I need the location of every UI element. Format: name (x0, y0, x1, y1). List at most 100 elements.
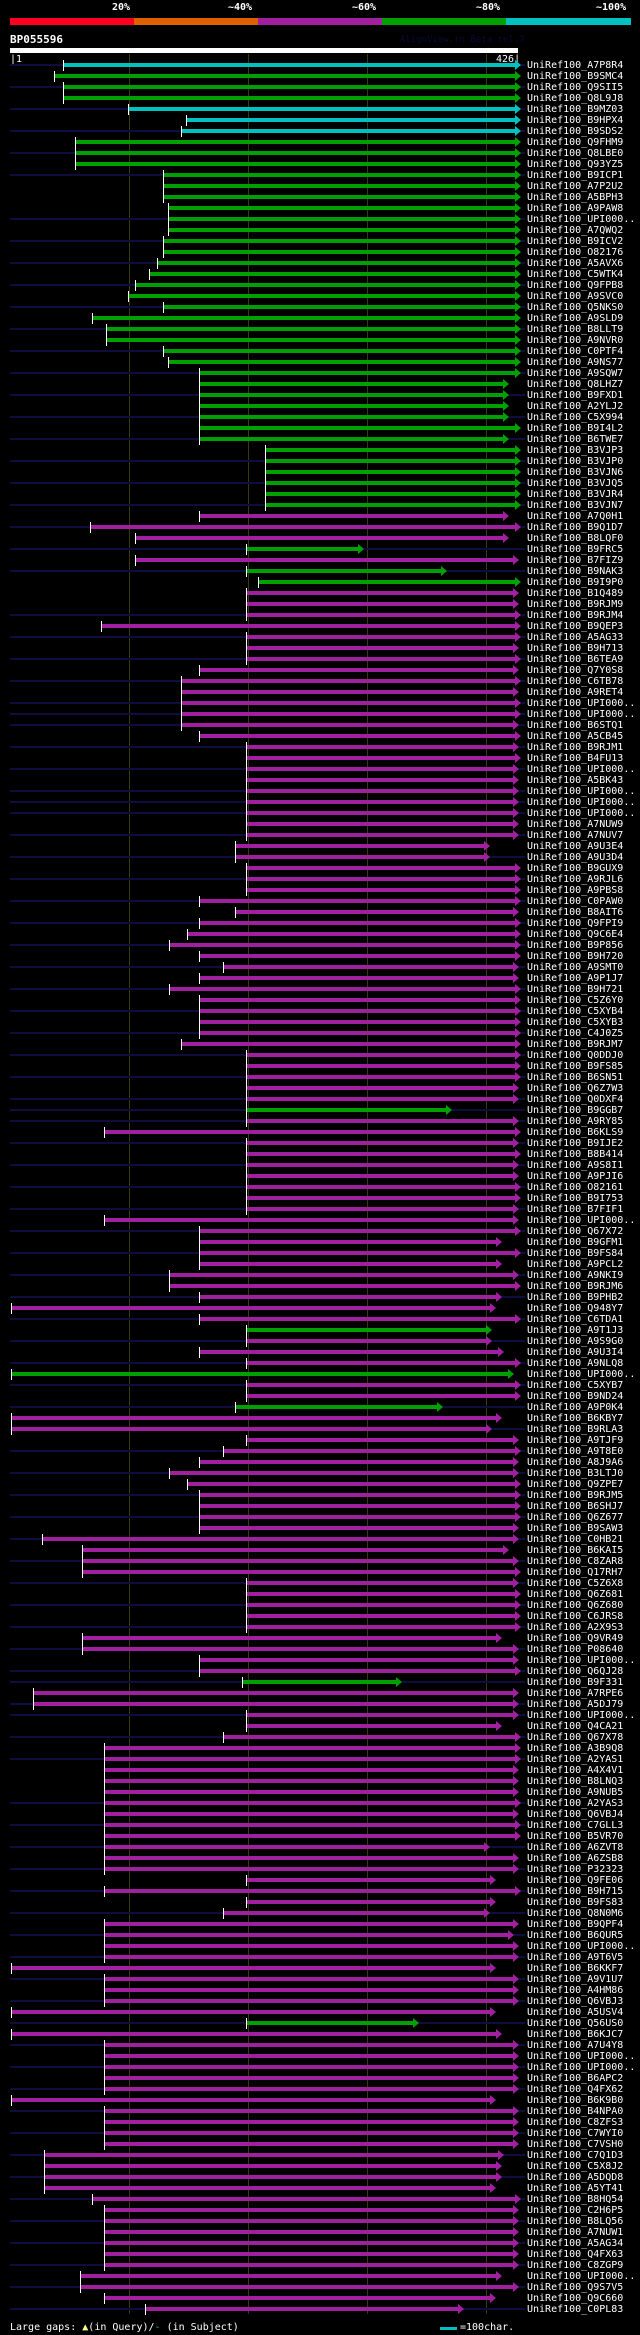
hit-label[interactable]: UniRef100_A5USV4 (527, 2007, 624, 2018)
alignment-row[interactable]: UniRef100_Q67X78 (0, 1732, 640, 1743)
hit-label[interactable]: UniRef100_A8J9A6 (527, 1457, 624, 1468)
hit-label[interactable]: UniRef100_O82176 (527, 247, 624, 258)
alignment-row[interactable]: UniRef100_A9SLD9 (0, 313, 640, 324)
alignment-row[interactable]: UniRef100_B9GFM1 (0, 1237, 640, 1248)
hit-label[interactable]: UniRef100_A9PJI6 (527, 1171, 624, 1182)
hit-label[interactable]: UniRef100_A7NUW9 (527, 819, 624, 830)
alignment-row[interactable]: UniRef100_Q9S7V5 (0, 2282, 640, 2293)
hit-label[interactable]: UniRef100_A7NUV7 (527, 830, 624, 841)
hit-bar[interactable] (163, 173, 515, 177)
hit-label[interactable]: UniRef100_A9RY85 (527, 1116, 624, 1127)
hit-label[interactable]: UniRef100_Q9ZPE7 (527, 1479, 624, 1490)
alignment-row[interactable]: UniRef100_B6TEA9 (0, 654, 640, 665)
alignment-row[interactable]: UniRef100_A9RET4 (0, 687, 640, 698)
alignment-row[interactable]: UniRef100_B9RJM9 (0, 599, 640, 610)
hit-label[interactable]: UniRef100_C8ZGP9 (527, 2260, 624, 2271)
alignment-row[interactable]: UniRef100_Q67X72 (0, 1226, 640, 1237)
hit-bar[interactable] (265, 448, 515, 452)
alignment-row[interactable]: UniRef100_B8B414 (0, 1149, 640, 1160)
hit-label[interactable]: UniRef100_Q6Z7W3 (527, 1083, 624, 1094)
hit-label[interactable]: UniRef100_A9U3D4 (527, 852, 624, 863)
hit-label[interactable]: UniRef100_A9U3E4 (527, 841, 624, 852)
hit-label[interactable]: UniRef100_Q6VBJ4 (527, 1809, 624, 1820)
alignment-row[interactable]: UniRef100_C5Z6Y0 (0, 995, 640, 1006)
hit-bar[interactable] (198, 1504, 515, 1508)
hit-label[interactable]: UniRef100_C7GLL3 (527, 1820, 624, 1831)
hit-label[interactable]: UniRef100_Q4FX63 (527, 2249, 624, 2260)
alignment-row[interactable]: UniRef100_B9GGB7 (0, 1105, 640, 1116)
hit-bar[interactable] (198, 393, 504, 397)
hit-bar[interactable] (103, 1999, 513, 2003)
hit-label[interactable]: UniRef100_Q5NKS0 (527, 302, 624, 313)
alignment-row[interactable]: UniRef100_UPI000.. (0, 797, 640, 808)
alignment-row[interactable]: UniRef100_B9FS84 (0, 1248, 640, 1259)
hit-bar[interactable] (11, 1306, 491, 1310)
hit-bar[interactable] (11, 1372, 508, 1376)
hit-label[interactable]: UniRef100_A7P8R4 (527, 60, 624, 71)
hit-label[interactable]: UniRef100_B4FU13 (527, 753, 624, 764)
hit-bar[interactable] (198, 1669, 515, 1673)
alignment-row[interactable]: UniRef100_A9NVR0 (0, 335, 640, 346)
hit-bar[interactable] (198, 954, 515, 958)
alignment-row[interactable]: UniRef100_A5DQD8 (0, 2172, 640, 2183)
hit-label[interactable]: UniRef100_B9HPX4 (527, 115, 624, 126)
hit-bar[interactable] (103, 1889, 515, 1893)
hit-label[interactable]: UniRef100_B7FIF1 (527, 1204, 624, 1215)
alignment-row[interactable]: UniRef100_Q9FPB8 (0, 280, 640, 291)
alignment-row[interactable]: UniRef100_Q8LBE0 (0, 148, 640, 159)
alignment-row[interactable]: UniRef100_B9NAK3 (0, 566, 640, 577)
hit-label[interactable]: UniRef100_B3VJR4 (527, 489, 624, 500)
alignment-row[interactable]: UniRef100_B6KAI5 (0, 1545, 640, 1556)
hit-bar[interactable] (198, 1317, 515, 1321)
alignment-row[interactable]: UniRef100_Q4CA21 (0, 1721, 640, 1732)
alignment-row[interactable]: UniRef100_O82161 (0, 1182, 640, 1193)
hit-bar[interactable] (11, 1416, 496, 1420)
hit-bar[interactable] (246, 1581, 513, 1585)
hit-label[interactable]: UniRef100_B6TWE7 (527, 434, 624, 445)
alignment-row[interactable]: UniRef100_C5XYB4 (0, 1006, 640, 1017)
hit-label[interactable]: UniRef100_B9MZ03 (527, 104, 624, 115)
hit-bar[interactable] (103, 2230, 513, 2234)
hit-bar[interactable] (246, 1592, 515, 1596)
hit-bar[interactable] (222, 1449, 515, 1453)
alignment-row[interactable]: UniRef100_B9SDS2 (0, 126, 640, 137)
alignment-row[interactable]: UniRef100_C8ZAR8 (0, 1556, 640, 1567)
alignment-row[interactable]: UniRef100_C5X8J2 (0, 2161, 640, 2172)
alignment-row[interactable]: UniRef100_B5VR70 (0, 1831, 640, 1842)
alignment-row[interactable]: UniRef100_A9PCL2 (0, 1259, 640, 1270)
alignment-row[interactable]: UniRef100_A7Q0H1 (0, 511, 640, 522)
hit-bar[interactable] (163, 349, 515, 353)
hit-bar[interactable] (198, 415, 504, 419)
hit-bar[interactable] (103, 1933, 508, 1937)
hit-bar[interactable] (44, 2186, 491, 2190)
hit-label[interactable]: UniRef100_A3B9Q8 (527, 1743, 624, 1754)
alignment-row[interactable]: UniRef100_Q8LHZ7 (0, 379, 640, 390)
hit-bar[interactable] (103, 2142, 513, 2146)
hit-bar[interactable] (103, 1790, 513, 1794)
hit-label[interactable]: UniRef100_B6SN51 (527, 1072, 624, 1083)
hit-label[interactable]: UniRef100_UPI000.. (527, 1655, 636, 1666)
alignment-row[interactable]: UniRef100_B9I4L2 (0, 423, 640, 434)
alignment-row[interactable]: UniRef100_B6KJC7 (0, 2029, 640, 2040)
hit-label[interactable]: UniRef100_UPI000.. (527, 1215, 636, 1226)
alignment-row[interactable]: UniRef100_C7VSH0 (0, 2139, 640, 2150)
hit-label[interactable]: UniRef100_Q0DXF4 (527, 1094, 624, 1105)
hit-bar[interactable] (246, 1174, 513, 1178)
hit-bar[interactable] (103, 2263, 513, 2267)
hit-bar[interactable] (234, 910, 513, 914)
alignment-row[interactable]: UniRef100_A2X9S3 (0, 1622, 640, 1633)
hit-label[interactable]: UniRef100_Q9FE06 (527, 1875, 624, 1886)
hit-bar[interactable] (103, 1812, 513, 1816)
hit-bar[interactable] (198, 976, 513, 980)
hit-bar[interactable] (198, 998, 515, 1002)
hit-bar[interactable] (246, 745, 513, 749)
hit-bar[interactable] (134, 283, 515, 287)
hit-label[interactable]: UniRef100_A9RET4 (527, 687, 624, 698)
hit-label[interactable]: UniRef100_A9NKI9 (527, 1270, 624, 1281)
hit-bar[interactable] (82, 1559, 513, 1563)
hit-label[interactable]: UniRef100_B9Q1D7 (527, 522, 624, 533)
alignment-row[interactable]: UniRef100_A9S9G0 (0, 1336, 640, 1347)
alignment-row[interactable]: UniRef100_P08640 (0, 1644, 640, 1655)
hit-label[interactable]: UniRef100_C5XYB4 (527, 1006, 624, 1017)
alignment-row[interactable]: UniRef100_B9H715 (0, 1886, 640, 1897)
